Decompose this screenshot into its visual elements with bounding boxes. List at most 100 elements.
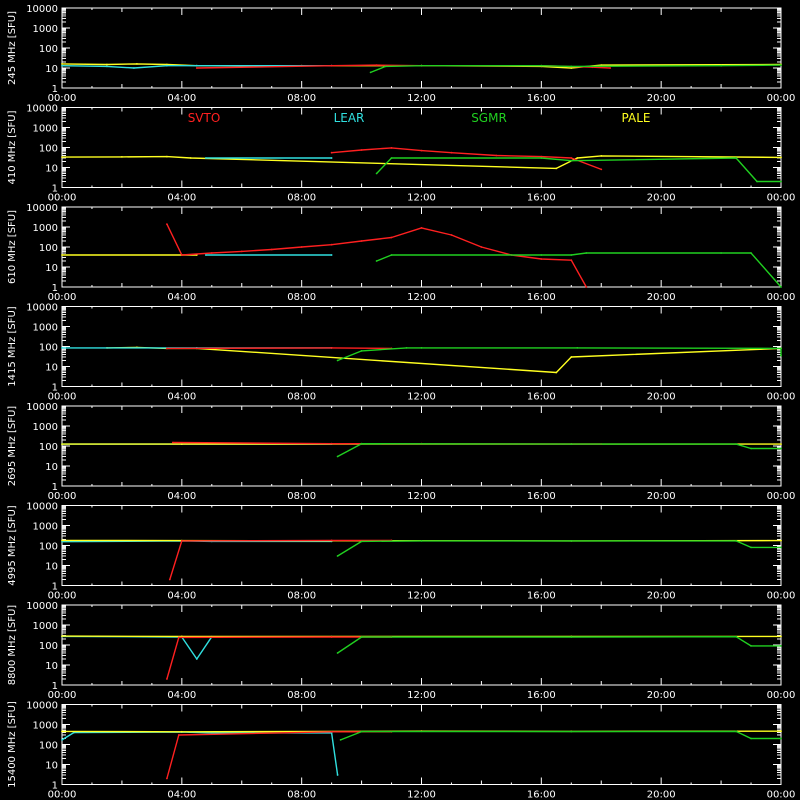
y-tick-label: 100 <box>39 641 58 652</box>
data-point <box>106 63 108 66</box>
y-tick-label: 1 <box>52 184 58 195</box>
data-point <box>300 246 303 248</box>
data-point <box>195 67 198 69</box>
data-point <box>330 730 333 733</box>
y-tick-label: 1000 <box>33 24 58 35</box>
data-point <box>420 227 423 229</box>
series-lear <box>61 65 332 69</box>
y-tick-label: 1 <box>52 84 58 95</box>
panel-ylabel: 15400 MHz [SFU] <box>7 701 18 788</box>
data-point <box>166 155 168 158</box>
x-tick-label: 00:00 <box>767 491 796 502</box>
data-point <box>735 635 737 638</box>
y-tick-label: 1000 <box>33 422 58 433</box>
data-point <box>750 645 752 647</box>
y-tick-label: 10000 <box>26 601 58 612</box>
x-tick-label: 00:00 <box>767 93 796 104</box>
y-tick-label: 1 <box>52 781 58 792</box>
data-point <box>330 347 333 349</box>
data-point <box>720 64 722 67</box>
data-point <box>133 67 135 69</box>
y-tick-label: 10000 <box>26 701 58 712</box>
data-point <box>177 636 180 639</box>
data-point <box>420 347 423 349</box>
panel-ylabel: 245 MHz [SFU] <box>7 11 18 85</box>
data-point <box>166 64 168 67</box>
x-tick-label: 12:00 <box>407 591 436 602</box>
data-point <box>330 442 333 445</box>
data-point <box>61 539 63 542</box>
data-point <box>330 539 333 542</box>
x-tick-label: 08:00 <box>287 193 316 204</box>
x-tick-label: 00:00 <box>48 292 77 303</box>
data-point <box>570 157 573 159</box>
data-point <box>780 443 782 445</box>
data-point <box>336 555 339 557</box>
panel-ylabel: 610 MHz [SFU] <box>7 210 18 284</box>
data-point <box>540 258 543 260</box>
x-tick-label: 00:00 <box>48 93 77 104</box>
panel-7: 1 10 100 1000 10000 00:00 04:00 08:00 12:00 16:00… <box>7 601 795 701</box>
data-point <box>780 347 782 350</box>
data-point <box>61 254 63 256</box>
data-point <box>780 737 782 740</box>
panel-5: 1 10 100 1000 10000 00:00 04:00 08:00 12:00 16:00… <box>7 402 795 502</box>
data-point <box>600 64 603 66</box>
series-svto <box>169 539 392 580</box>
x-tick-label: 20:00 <box>647 690 676 701</box>
x-tick-label: 04:00 <box>167 690 196 701</box>
y-tick-label: 10000 <box>26 203 58 214</box>
series-sgmr <box>376 252 782 288</box>
data-point <box>405 347 408 349</box>
data-point <box>735 540 737 542</box>
data-point <box>750 737 752 740</box>
data-point <box>420 540 423 542</box>
x-tick-label: 08:00 <box>287 690 316 701</box>
data-point <box>540 254 543 256</box>
data-point <box>570 259 573 262</box>
y-tick-label: 10 <box>45 661 58 672</box>
y-tick-label: 10000 <box>26 402 58 413</box>
panel-6: 1 10 100 1000 10000 00:00 04:00 08:00 12:00 16:00… <box>7 502 795 602</box>
data-point <box>61 64 63 67</box>
data-point <box>555 371 558 374</box>
x-tick-label: 12:00 <box>407 491 436 502</box>
x-tick-label: 04:00 <box>167 591 196 602</box>
x-tick-label: 04:00 <box>167 790 196 800</box>
data-point <box>495 154 498 157</box>
data-point <box>166 678 168 680</box>
data-point <box>570 67 573 69</box>
y-tick-label: 100 <box>39 243 58 254</box>
data-point <box>570 730 573 733</box>
data-point <box>570 356 573 358</box>
data-point <box>570 443 573 445</box>
y-tick-label: 10 <box>45 761 58 772</box>
panel-4: 1 10 100 1000 10000 00:00 04:00 08:00 12:00 16:00… <box>7 303 795 403</box>
data-point <box>540 155 543 158</box>
data-point <box>61 635 63 637</box>
panel-8: 1 10 100 1000 10000 00:00 04:00 08:00 12:00 16:00… <box>7 701 795 800</box>
data-point <box>360 350 363 352</box>
y-tick-label: 100 <box>39 741 58 752</box>
x-tick-label: 12:00 <box>407 790 436 800</box>
data-point <box>360 240 363 242</box>
data-point <box>195 658 198 660</box>
x-tick-label: 08:00 <box>287 491 316 502</box>
data-point <box>555 167 558 170</box>
data-point <box>735 157 737 159</box>
data-point <box>240 250 243 253</box>
data-point <box>570 159 573 162</box>
x-tick-label: 08:00 <box>287 790 316 800</box>
data-point <box>780 180 782 183</box>
data-point <box>390 157 393 159</box>
data-point <box>375 64 378 66</box>
data-point <box>780 546 782 549</box>
data-point <box>336 359 339 362</box>
x-tick-label: 04:00 <box>167 193 196 204</box>
data-point <box>600 155 603 157</box>
data-point <box>570 254 573 256</box>
x-tick-label: 16:00 <box>527 591 556 602</box>
data-point <box>570 65 573 68</box>
